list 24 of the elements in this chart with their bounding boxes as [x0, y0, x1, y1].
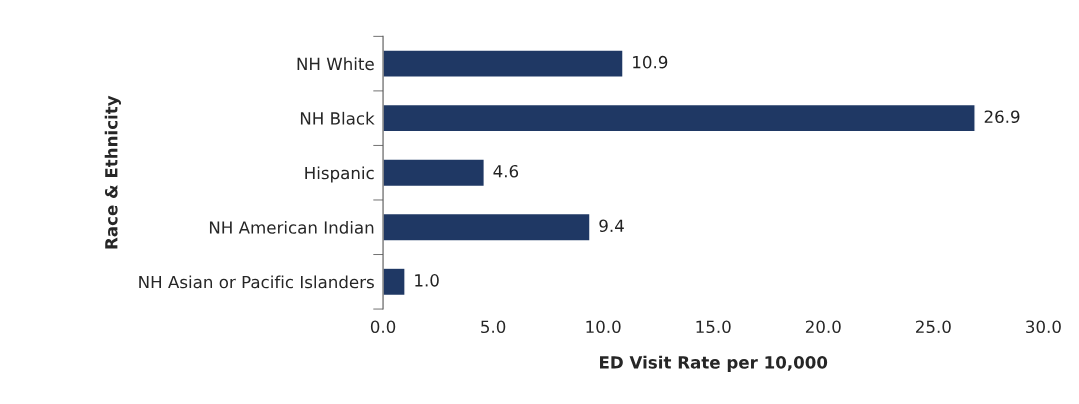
bar: [383, 212, 591, 242]
x-tick-label: 15.0: [696, 320, 731, 334]
data-label: 9.4: [599, 219, 624, 233]
x-tick-label: 20.0: [805, 320, 841, 334]
bar: [383, 49, 624, 78]
y-tick-label: NH American Indian: [209, 220, 374, 234]
y-tick-label: NH Asian or Pacific Islanders: [139, 275, 374, 289]
y-axis-title: Race & Ethnicity: [104, 95, 121, 249]
x-tick-label: 5.0: [481, 320, 506, 334]
y-tick-label: NH White: [297, 57, 374, 71]
data-label: 10.9: [633, 55, 668, 69]
y-tick-label: NH Black: [300, 111, 375, 125]
bar: [383, 158, 485, 188]
x-tick-label: 0.0: [370, 320, 396, 334]
x-tick-label: 25.0: [916, 320, 951, 334]
x-tick-label: 10.0: [586, 320, 621, 334]
data-label: 26.9: [984, 110, 1020, 124]
x-tick-label: 30.0: [1026, 320, 1061, 334]
data-label: 4.6: [493, 164, 519, 178]
y-tick-label: Hispanic: [305, 166, 374, 183]
data-label: 1.0: [415, 274, 439, 287]
x-axis-title: ED Visit Rate per 10,000: [600, 355, 828, 372]
bar: [383, 267, 406, 297]
bar: [383, 103, 976, 133]
